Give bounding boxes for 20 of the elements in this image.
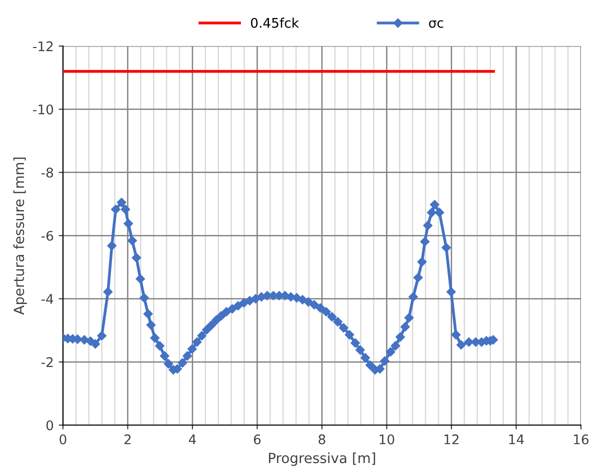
y-tick-label: 0 [46, 420, 54, 430]
y-tick-label: -8 [41, 168, 54, 178]
y-tick-label: -12 [33, 41, 53, 52]
x-tick-label: 14 [509, 434, 524, 444]
x-tick-label: 10 [380, 434, 394, 444]
legend-label: σc [429, 20, 444, 28]
x-tick-label: 8 [318, 434, 326, 444]
x-tick-label: 12 [444, 434, 459, 444]
x-tick-label: 6 [254, 434, 261, 444]
x-axis-title: Progressiva [m] [268, 452, 376, 466]
y-tick-label: -10 [33, 104, 54, 114]
y-tick-label: -4 [41, 294, 54, 304]
legend-label: 0.45fck [250, 18, 299, 28]
y-tick-label: -6 [41, 230, 54, 241]
x-tick-label: 16 [574, 434, 588, 444]
x-tick-label: 0 [60, 434, 66, 444]
x-tick-label: 4 [188, 434, 196, 444]
y-axis-title: Apertura fessure [mm] [13, 158, 27, 315]
y-tick-label: -2 [41, 357, 53, 367]
x-tick-label: 2 [124, 434, 131, 444]
